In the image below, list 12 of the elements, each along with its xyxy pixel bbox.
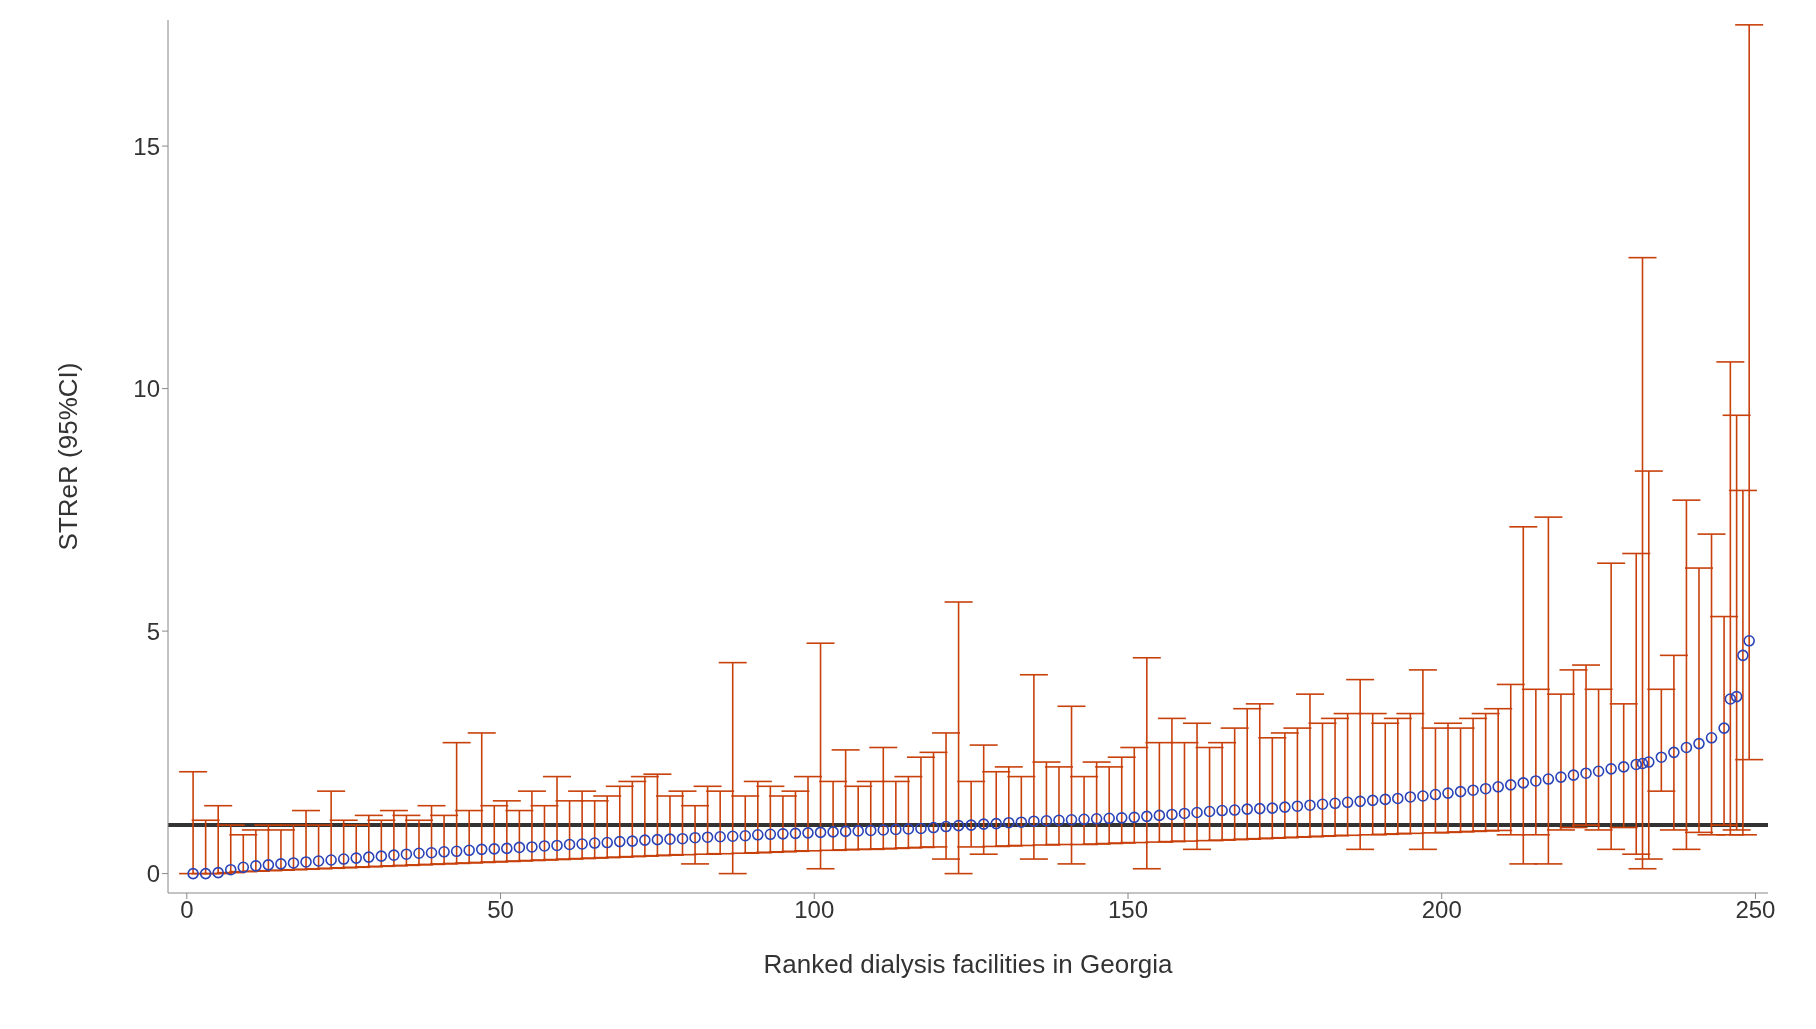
y-tick-label: 0 [146, 860, 160, 888]
x-tick-label: 50 [487, 896, 514, 924]
y-tick-label: 5 [146, 617, 160, 645]
x-tick-label: 0 [180, 896, 194, 924]
y-tick-label: 15 [133, 132, 160, 160]
x-axis-title: Ranked dialysis facilities in Georgia [763, 949, 1174, 979]
x-tick-label: 250 [1735, 896, 1776, 924]
y-axis-title: STReR (95%CI) [53, 362, 84, 551]
y-tick-label: 10 [133, 375, 160, 403]
x-tick-label: 100 [794, 896, 835, 924]
x-tick-label: 150 [1107, 896, 1149, 924]
x-tick-label: 200 [1421, 896, 1462, 924]
